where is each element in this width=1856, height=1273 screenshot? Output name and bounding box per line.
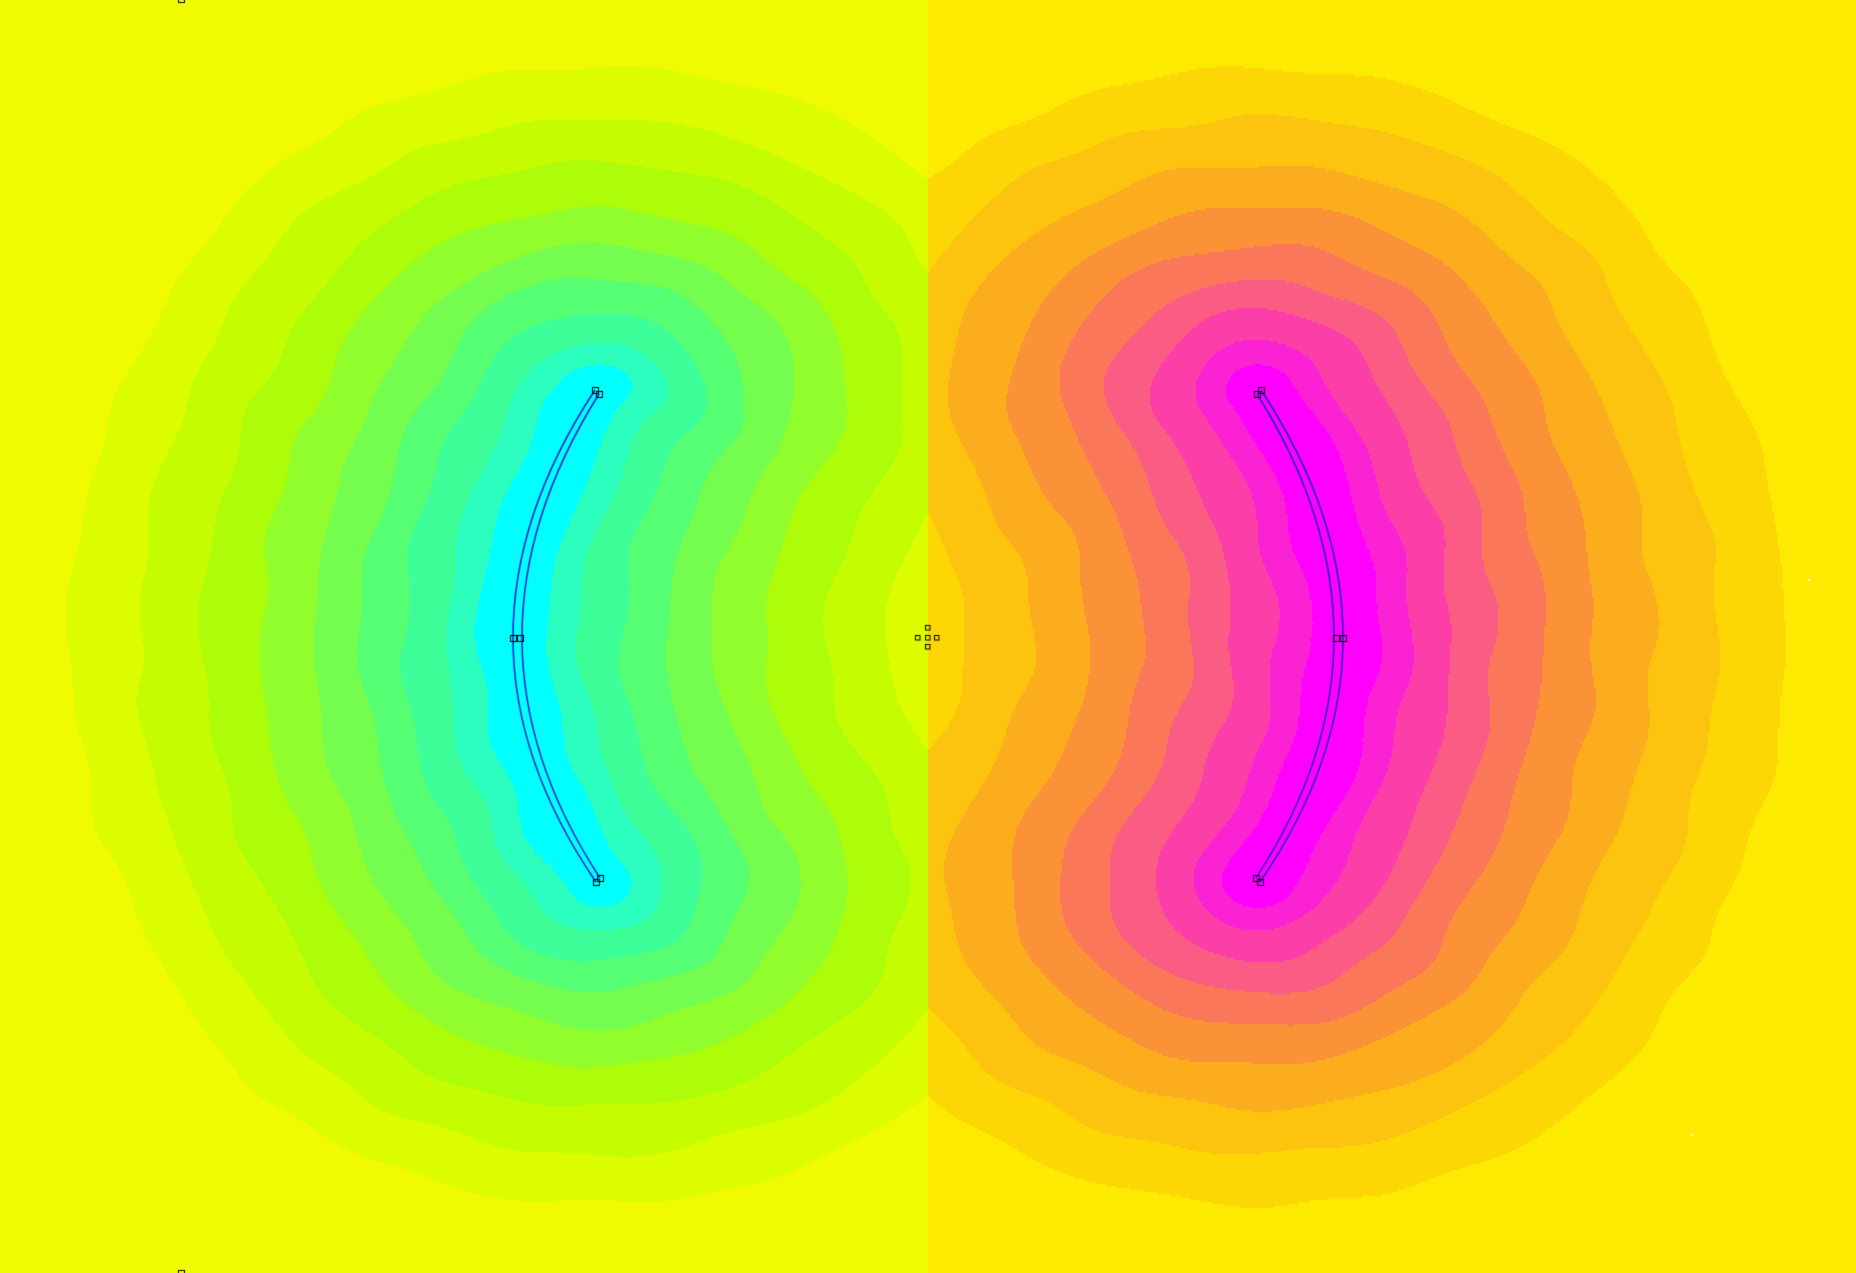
control-point-handle[interactable]	[595, 873, 605, 883]
center-handle[interactable]	[913, 633, 923, 643]
center-handle[interactable]	[932, 633, 942, 643]
edge-handle[interactable]	[176, 1266, 186, 1273]
center-handle[interactable]	[923, 623, 933, 633]
control-point-handle[interactable]	[1252, 389, 1262, 399]
control-point-handle[interactable]	[1251, 873, 1261, 883]
edge-handle[interactable]	[176, 0, 186, 6]
center-handle[interactable]	[923, 633, 933, 643]
control-point-handle[interactable]	[594, 389, 604, 399]
center-handle[interactable]	[923, 642, 933, 652]
control-point-handle[interactable]	[515, 633, 525, 643]
control-point-handle[interactable]	[1331, 633, 1341, 643]
